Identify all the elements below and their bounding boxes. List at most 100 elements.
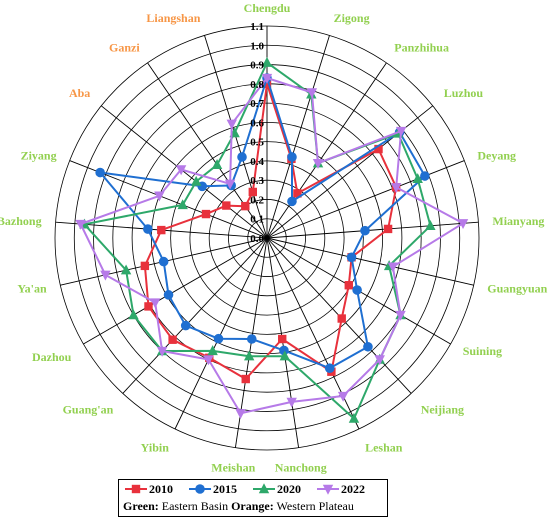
data-point-2015-yibin [213, 333, 224, 344]
series-line-2010 [143, 82, 398, 380]
data-point-2022-aba [175, 165, 187, 176]
tick-label: 1.1 [250, 21, 264, 33]
legend-orange-key: Orange: [231, 499, 274, 513]
data-point-2022-liangshan [226, 119, 237, 130]
tick-label: 0.4 [250, 156, 264, 168]
data-point-2010-aba [222, 201, 231, 210]
data-point-2010-liangshan [248, 187, 257, 197]
legend: 2010 2015 2020 2022 Green: Eastern Basin Or… [118, 479, 388, 517]
data-point-2015-dazhou [163, 290, 174, 300]
data-point-2010-nanchong [278, 334, 287, 344]
axis-spoke [83, 237, 268, 345]
data-point-2022-mianyang [457, 219, 469, 230]
data-point-2015-suining [352, 285, 362, 295]
data-point-2022-yaan [100, 270, 111, 281]
data-point-2010-yaan [140, 261, 150, 271]
data-point-2022-dazhou [149, 298, 161, 309]
legend-swatch [253, 483, 275, 494]
data-point-2010-luzhou [374, 144, 383, 154]
series-line-2020 [83, 61, 432, 420]
data-point-2022-suining [395, 310, 406, 321]
data-point-2022-zigong [306, 88, 318, 99]
category-label: Meishan [211, 461, 255, 475]
category-label: Guang'an [63, 403, 114, 417]
category-label: Yibin [141, 441, 170, 455]
data-point-2015-meishan [246, 334, 257, 344]
data-point-2020-aba [190, 175, 202, 186]
category-label: Panzhihua [394, 40, 449, 54]
data-point-2022-luzhou [395, 126, 407, 137]
data-point-2022-chengdu [261, 73, 273, 84]
data-point-2015-guangan [180, 320, 191, 331]
data-point-2010-guangan [168, 335, 177, 344]
tick-label: 0.2 [250, 194, 264, 206]
legend-label: 2015 [213, 482, 237, 496]
data-point-2015-nanchong [279, 345, 289, 356]
category-label: Bazhong [0, 214, 42, 228]
category-label: Leshan [365, 441, 403, 455]
data-point-2010-bazhong [157, 225, 166, 235]
data-point-2022-bazhong [75, 219, 86, 230]
category-label: Suining [463, 344, 502, 358]
legend-green-value: Eastern Basin [161, 499, 229, 513]
data-point-2020-ganzi [211, 159, 223, 169]
data-point-2015-liangshan [237, 152, 247, 162]
axis-spoke [266, 221, 479, 239]
tick-label: 1.0 [250, 40, 264, 52]
tick-label: 0.0 [250, 233, 264, 245]
category-label: Neijiang [421, 403, 464, 417]
data-point-2010-ganzi [241, 201, 250, 211]
tick-label: 0.3 [250, 175, 264, 187]
category-label: Aba [69, 86, 90, 100]
data-point-2020-leshan [348, 412, 360, 423]
data-point-2015-zigong [287, 152, 297, 162]
tick-label: 0.1 [250, 214, 264, 226]
data-point-2020-meishan [243, 350, 255, 361]
data-point-2022-neijiang [374, 355, 385, 366]
category-label: Deyang [477, 148, 516, 162]
data-point-2022-guangyuan [387, 262, 399, 273]
legend-item-2022: 2022 [317, 481, 381, 498]
data-point-2015-yaan [158, 256, 169, 267]
legend-label: 2022 [341, 482, 365, 496]
legend-swatch [189, 484, 211, 494]
data-point-2010-ziyang [201, 209, 211, 219]
radial-ticks: 0.0 0.1 0.2 0.3 0.4 0.5 0.6 0.7 0.8 0.9 1.0 1.1 [250, 21, 264, 245]
data-point-2015-deyang [420, 171, 430, 181]
legend-orange-value: Western Plateau [276, 499, 354, 513]
category-label: Luzhou [444, 86, 484, 100]
data-point-2022-panzhihua [312, 158, 324, 169]
series-line-2015 [99, 77, 426, 370]
legend-item-2010: 2010 [125, 481, 189, 498]
data-point-2020-deyang [412, 173, 423, 184]
data-point-2020-ziyang [177, 199, 188, 210]
category-label: Mianyang [492, 214, 544, 228]
tick-label: 0.7 [250, 98, 264, 110]
data-point-2022-guangan [156, 346, 168, 357]
category-label: Nanchong [275, 461, 327, 475]
radar-series [75, 56, 469, 423]
data-point-2015-guangyuan [346, 252, 357, 263]
data-point-2015-bazhong [143, 224, 153, 234]
category-label: Ya'an [17, 281, 47, 295]
axis-spoke [100, 105, 268, 239]
axis-spoke [266, 237, 474, 286]
data-point-2010-mianyang [383, 224, 393, 234]
legend-swatch [317, 484, 339, 495]
axis-spoke [174, 237, 268, 430]
legend-item-2020: 2020 [253, 481, 317, 498]
legend-item-2015: 2015 [189, 481, 253, 498]
data-point-2015-leshan [324, 363, 335, 374]
tick-label: 0.9 [250, 60, 264, 72]
data-point-2022-nanchong [286, 397, 297, 408]
category-labels: Chengdu Zigong Panzhihua Luzhou Deyang Mianya… [0, 1, 548, 475]
data-point-2022-ziyang [154, 191, 165, 202]
data-point-2022-deyang [390, 183, 402, 194]
data-point-2015-mianyang [360, 225, 370, 236]
data-point-2022-ganzi [224, 179, 236, 190]
data-point-2010-panzhihua [293, 189, 302, 198]
series-2022 [75, 73, 469, 420]
category-label: Guangyuan [487, 281, 547, 295]
data-point-2022-yibin [203, 355, 214, 366]
legend-series-row: 2010 2015 2020 2022 [119, 481, 387, 498]
